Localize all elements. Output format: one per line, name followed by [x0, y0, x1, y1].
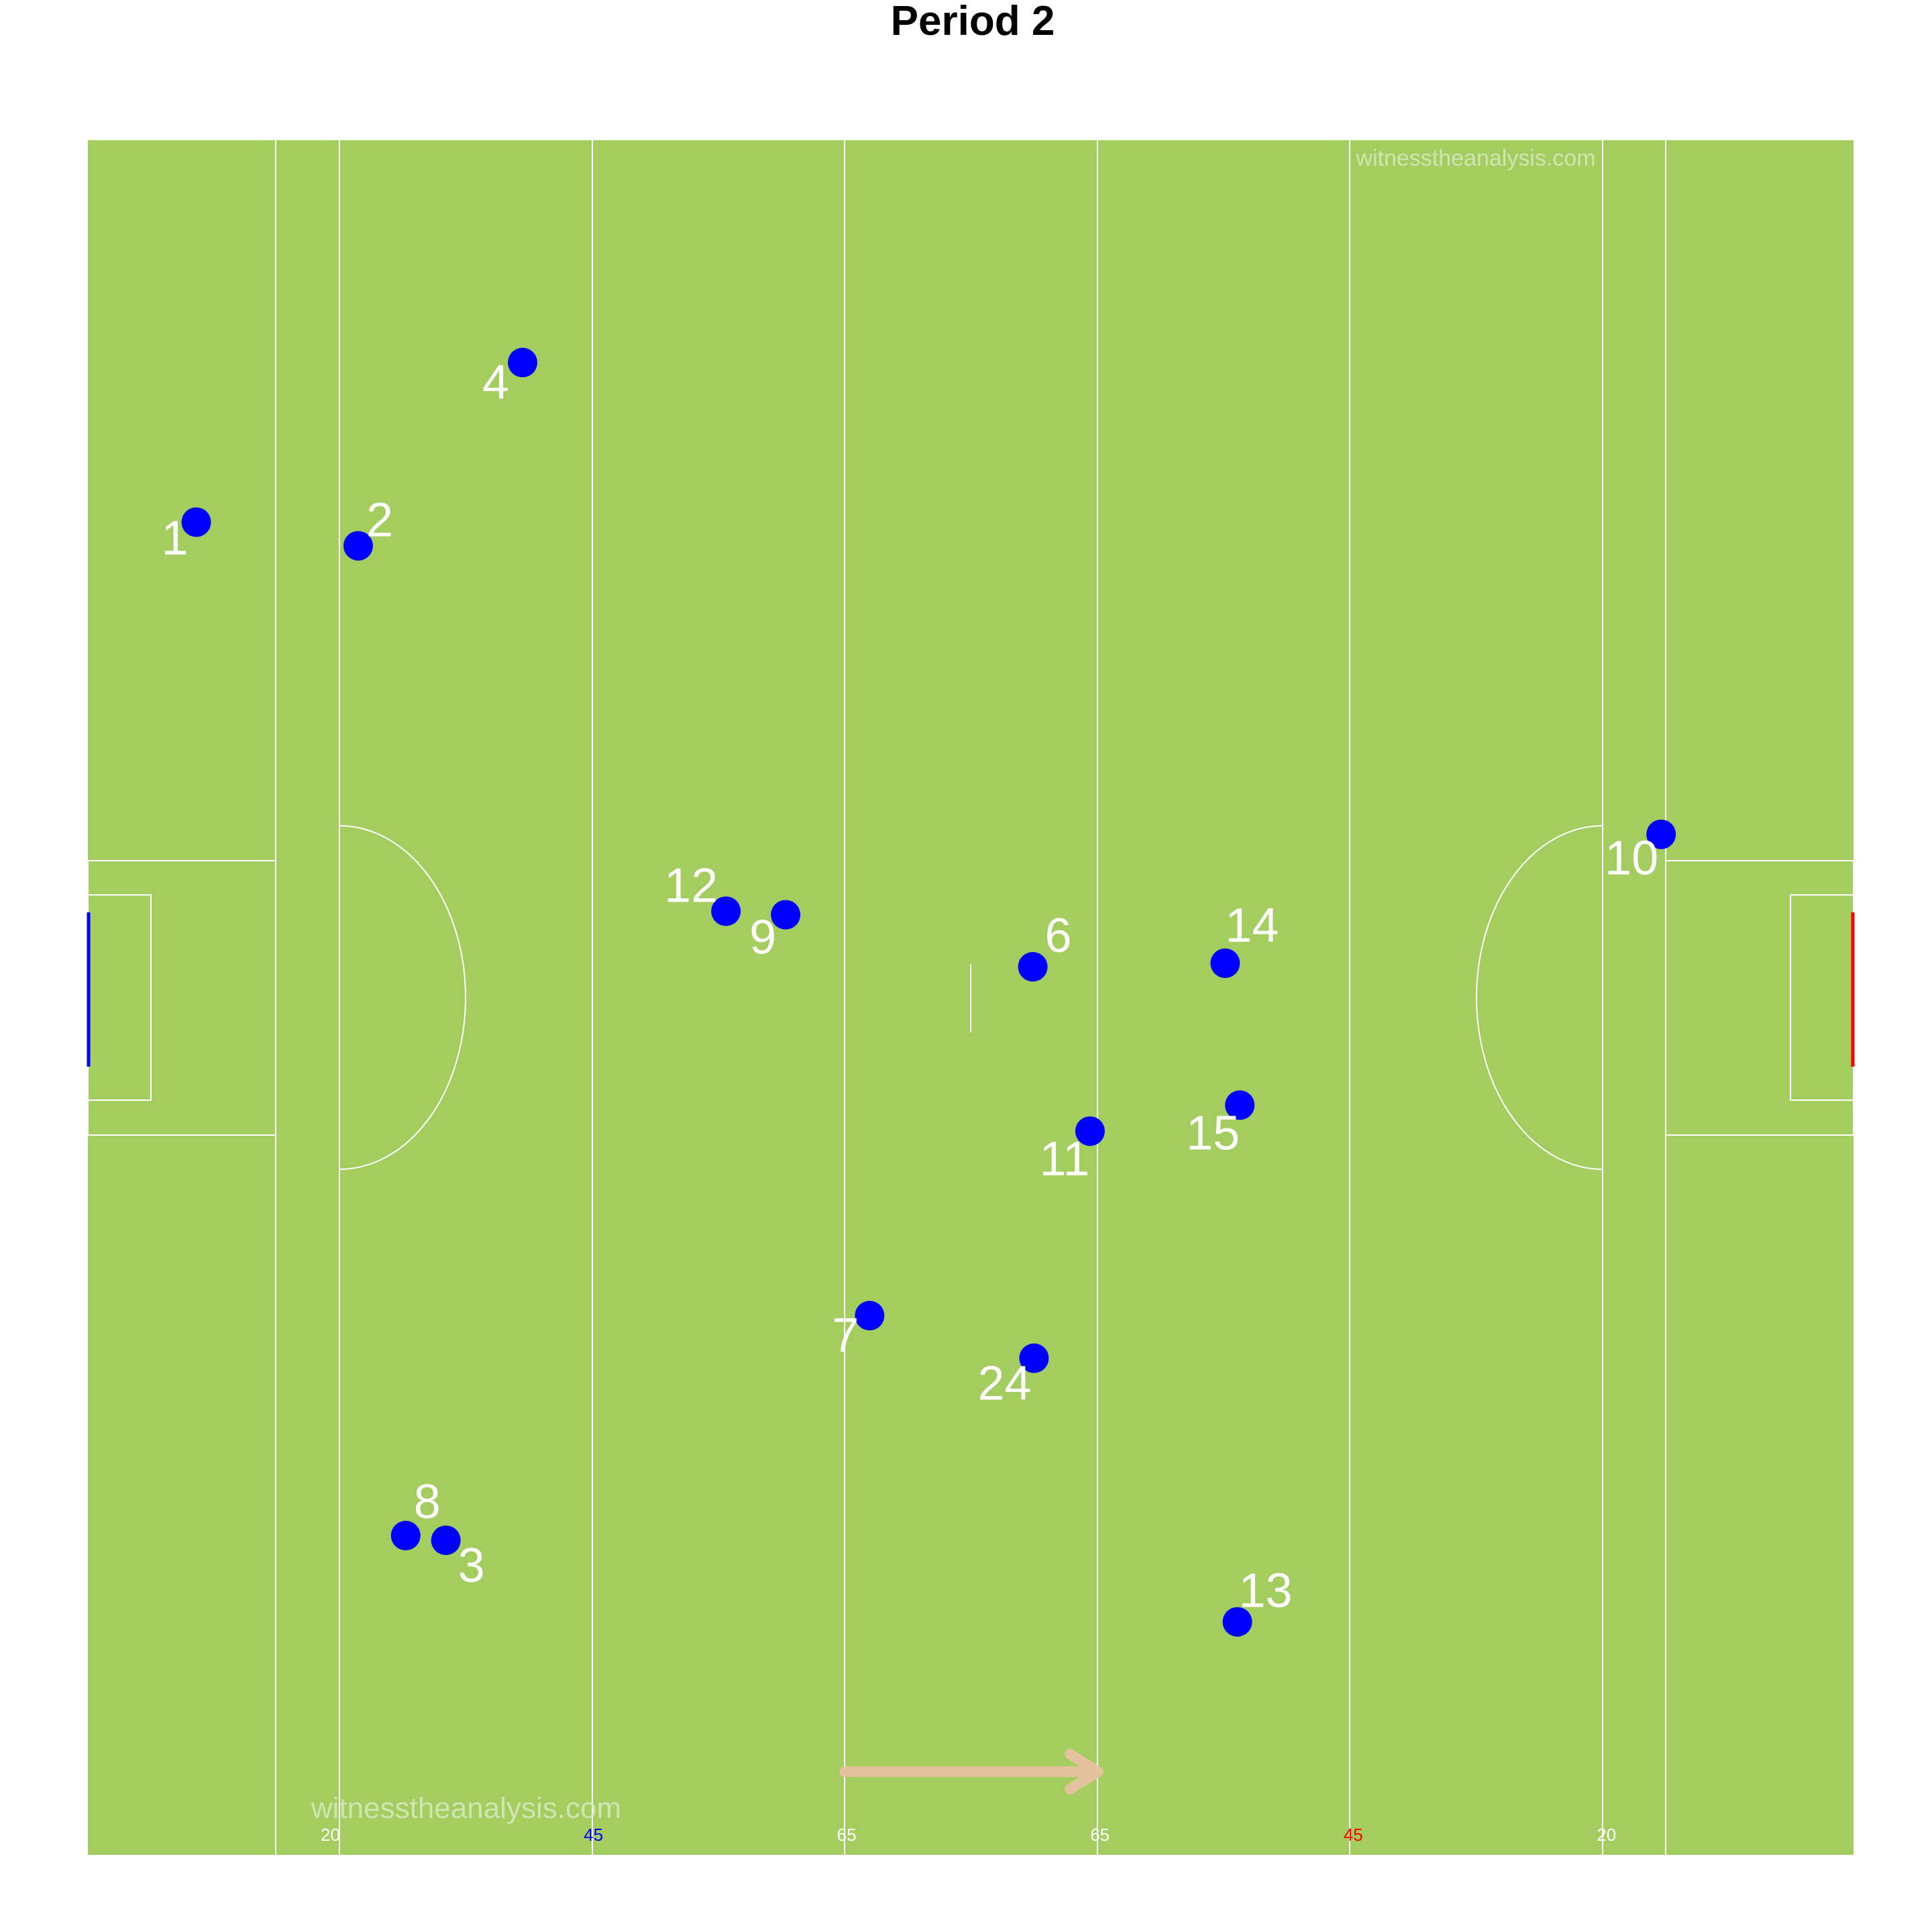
player-point-24: [1019, 1343, 1049, 1373]
x-tick-labels: 20 45 65 65 45 20: [321, 1825, 1616, 1845]
x-tick-label-6: 20: [1597, 1825, 1616, 1845]
player-point-2: [343, 531, 373, 561]
player-point-4: [508, 347, 538, 378]
x-tick-label-1: 20: [321, 1825, 340, 1845]
player-label-12: 12: [664, 859, 718, 912]
player-label-2: 2: [366, 494, 393, 547]
player-point-14: [1210, 948, 1240, 978]
player-point-1: [181, 507, 211, 537]
pitch: [87, 140, 1855, 1855]
chart-title: Period 2: [891, 0, 1055, 44]
x-tick-label-5: 45: [1344, 1825, 1363, 1845]
player-label-8: 8: [414, 1475, 441, 1529]
player-label-1: 1: [162, 511, 189, 565]
left-arc: [339, 825, 466, 1170]
player-label-6: 6: [1045, 909, 1072, 963]
watermark-bottom: witnesstheanalysis.com: [311, 1792, 621, 1825]
player-point-15: [1225, 1090, 1255, 1120]
player-label-13: 13: [1238, 1564, 1292, 1618]
player-label-10: 10: [1605, 832, 1658, 885]
watermark-top: witnesstheanalysis.com: [1355, 146, 1595, 171]
player-point-3: [431, 1525, 461, 1556]
player-point-13: [1222, 1607, 1252, 1637]
player-label-24: 24: [977, 1357, 1031, 1411]
player-label-14: 14: [1225, 899, 1279, 953]
player-point-6: [1018, 952, 1048, 982]
x-tick-label-3: 65: [837, 1825, 857, 1845]
player-label-3: 3: [458, 1539, 485, 1593]
right-arc: [1476, 825, 1603, 1170]
player-label-4: 4: [482, 356, 509, 409]
player-label-15: 15: [1186, 1106, 1240, 1160]
player-point-10: [1646, 819, 1676, 849]
player-label-9: 9: [749, 911, 776, 965]
player-point-7: [855, 1301, 885, 1331]
direction-arrow-head: [1065, 1749, 1104, 1794]
player-point-12: [711, 896, 741, 926]
x-tick-label-4: 65: [1090, 1825, 1110, 1845]
player-point-8: [390, 1521, 421, 1551]
player-point-11: [1075, 1116, 1105, 1146]
x-tick-label-2: 45: [584, 1825, 603, 1845]
player-label-11: 11: [1040, 1132, 1090, 1186]
player-label-7: 7: [832, 1309, 859, 1362]
player-point-9: [771, 900, 801, 930]
